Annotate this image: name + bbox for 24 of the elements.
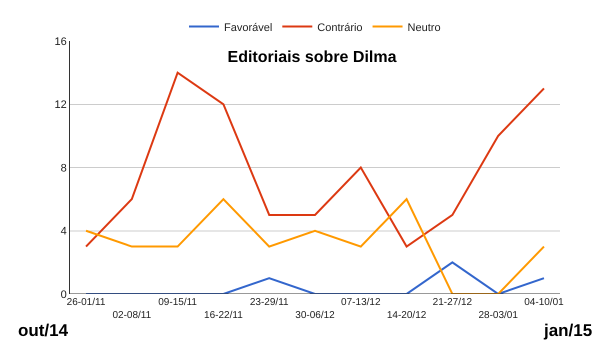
legend-label: Neutro	[408, 22, 441, 34]
x-tick-label: 23-29/11	[250, 297, 290, 308]
x-tick-label: 21-27/12	[432, 297, 473, 308]
text: jan/15	[543, 321, 592, 340]
y-tick-label: 4	[60, 226, 67, 238]
x-tick-label: 30-06/12	[295, 310, 336, 321]
x-tick-label: 02-08/11	[112, 310, 152, 321]
x-tick-label: 09-15/11	[158, 297, 198, 308]
x-tick-label: 28-03/01	[478, 310, 518, 321]
y-tick-label: 16	[54, 36, 67, 48]
text: Editoriais sobre Dilma	[228, 49, 397, 66]
x-tick-label: 16-22/11	[204, 310, 244, 321]
legend-label: Contrário	[317, 22, 363, 34]
y-tick-label: 12	[54, 99, 67, 112]
x-tick-label: 07-13/12	[341, 297, 381, 308]
y-tick-label: 0	[60, 288, 67, 301]
line-series	[85, 72, 545, 248]
text: out/14	[18, 321, 69, 340]
x-tick-label: 26-01/11	[66, 297, 106, 308]
legend-label: Favorável	[224, 22, 272, 34]
line-series	[85, 198, 545, 294]
x-tick-label: 04-10/01	[524, 297, 564, 308]
x-tick-label: 14-20/12	[386, 310, 427, 321]
y-tick-label: 8	[60, 162, 67, 174]
